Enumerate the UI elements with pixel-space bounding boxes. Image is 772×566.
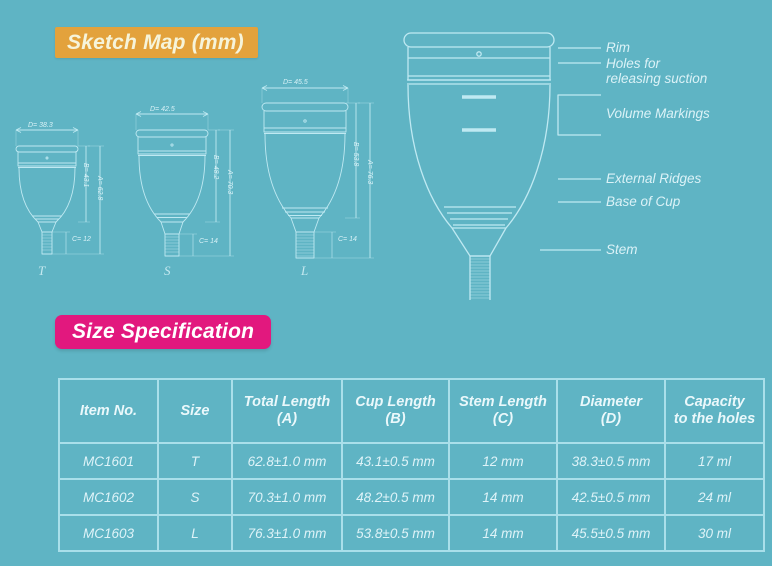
column-header-total-length: Total Length (A) <box>231 378 343 444</box>
callout-label-holes: Holes for releasing suction <box>606 56 708 86</box>
callout-label-base-of-cup: Base of Cup <box>606 194 681 209</box>
dim-label-t-d: D= 38.3 <box>28 122 53 129</box>
column-header-diameter-line2: (D) <box>600 411 622 427</box>
cell-diameter: 38.3±0.5 mm <box>556 442 666 480</box>
table-row: MC1603 L 76.3±1.0 mm 53.8±0.5 mm 14 mm 4… <box>58 514 765 552</box>
callout-label-rim: Rim <box>606 40 630 55</box>
cell-capacity: 24 ml <box>664 478 765 516</box>
cell-capacity: 17 ml <box>664 442 765 480</box>
callout-label-volume-markings: Volume Markings <box>606 106 710 121</box>
size-letter-l: L <box>301 263 309 278</box>
cell-diameter: 45.5±0.5 mm <box>556 514 666 552</box>
column-header-stem-length: Stem Length (C) <box>448 378 558 444</box>
dim-label-l-a: A= 76.3 <box>366 160 373 185</box>
column-header-stem-length-line2: (C) <box>492 411 514 427</box>
dim-label-s-b: B= 48.2 <box>212 155 219 180</box>
column-header-diameter: Diameter (D) <box>556 378 666 444</box>
column-header-size: Size <box>157 378 233 444</box>
cell-item-no: MC1601 <box>58 442 159 480</box>
column-header-capacity-line1: Capacity <box>684 394 745 410</box>
cell-item-no: MC1602 <box>58 478 159 516</box>
cell-cup-length: 43.1±0.5 mm <box>341 442 450 480</box>
dim-label-s-a: A= 70.3 <box>226 170 233 195</box>
cell-stem-length: 14 mm <box>448 514 558 552</box>
cell-size: S <box>157 478 233 516</box>
column-header-cup-length: Cup Length (B) <box>341 378 450 444</box>
dim-label-t-c: C= 12 <box>72 236 91 243</box>
cell-cup-length: 48.2±0.5 mm <box>341 478 450 516</box>
cell-item-no: MC1603 <box>58 514 159 552</box>
size-specification-title: Size Specification <box>55 315 272 349</box>
column-header-size-line1: Size <box>180 402 210 419</box>
column-header-cup-length-line1: Cup Length <box>355 394 436 410</box>
cup-sketch-s <box>135 111 234 257</box>
cell-size: T <box>157 442 233 480</box>
column-header-cup-length-line2: (B) <box>385 411 406 427</box>
cell-size: L <box>157 514 233 552</box>
column-header-stem-length-line1: Stem Length <box>459 394 547 410</box>
dim-label-l-c: C= 14 <box>338 236 357 243</box>
column-header-capacity: Capacity to the holes <box>664 378 765 444</box>
cell-stem-length: 14 mm <box>448 478 558 516</box>
cell-total-length: 76.3±1.0 mm <box>231 514 343 552</box>
cell-stem-length: 12 mm <box>448 442 558 480</box>
cell-capacity: 30 ml <box>664 514 765 552</box>
size-letter-s: S <box>164 263 171 278</box>
dim-label-s-d: D= 42.5 <box>150 106 175 113</box>
dim-label-t-b: B= 43.1 <box>82 163 89 188</box>
callout-label-external-ridges: External Ridges <box>606 171 702 186</box>
dim-label-l-d: D= 45.5 <box>283 79 308 86</box>
column-header-item-no: Item No. <box>58 378 159 444</box>
cell-diameter: 42.5±0.5 mm <box>556 478 666 516</box>
table-row: MC1602 S 70.3±1.0 mm 48.2±0.5 mm 14 mm 4… <box>58 478 765 516</box>
cup-sketch-l <box>261 85 374 259</box>
cell-cup-length: 53.8±0.5 mm <box>341 514 450 552</box>
size-specification-table: Item No. Size Total Length (A) Cup Lengt… <box>58 378 765 552</box>
column-header-item-no-line1: Item No. <box>79 402 138 419</box>
callout-label-stem: Stem <box>606 242 638 257</box>
column-header-capacity-line2: to the holes <box>673 411 756 427</box>
callout-leader-lines <box>540 47 601 251</box>
column-header-total-length-line2: (A) <box>276 411 298 427</box>
table-row: MC1601 T 62.8±1.0 mm 43.1±0.5 mm 12 mm 3… <box>58 442 765 480</box>
dim-label-l-b: B= 53.8 <box>352 142 359 167</box>
column-header-diameter-line1: Diameter <box>579 394 643 410</box>
size-letter-t: T <box>38 263 46 278</box>
dim-label-s-c: C= 14 <box>199 238 218 245</box>
cup-detail-drawing <box>403 32 555 300</box>
leader-volume-bracket <box>557 94 601 136</box>
cup-sketch-t <box>15 127 104 255</box>
sketch-map-title: Sketch Map (mm) <box>55 27 258 58</box>
table-header-row: Item No. Size Total Length (A) Cup Lengt… <box>58 378 765 444</box>
cup-sketch-drawings <box>15 32 601 300</box>
column-header-total-length-line1: Total Length <box>243 394 331 410</box>
dim-label-t-a: A= 62.8 <box>96 176 103 201</box>
cell-total-length: 62.8±1.0 mm <box>231 442 343 480</box>
cell-total-length: 70.3±1.0 mm <box>231 478 343 516</box>
